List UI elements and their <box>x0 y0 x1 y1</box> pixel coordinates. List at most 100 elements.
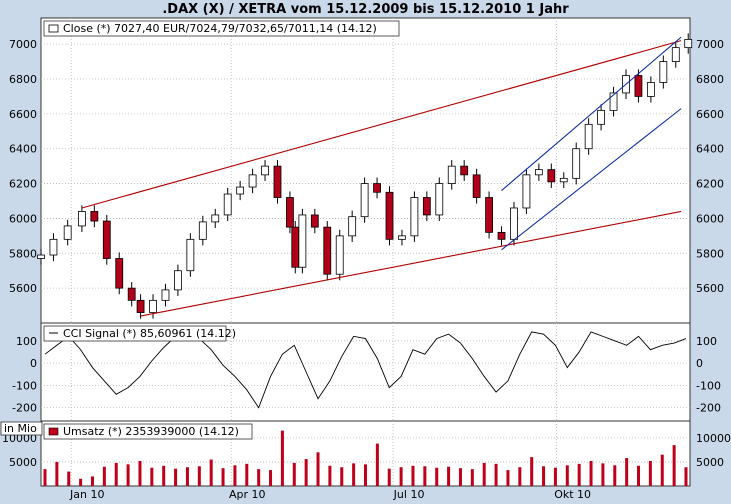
volume-bar <box>257 469 261 486</box>
volume-bar <box>114 462 118 486</box>
candle-body <box>373 183 381 193</box>
volume-bar <box>601 463 605 486</box>
candle-body <box>398 235 406 240</box>
candle-body <box>684 39 693 49</box>
candle-body <box>659 61 668 83</box>
xtick-label: Apr 10 <box>229 488 266 501</box>
volume-bar <box>637 465 641 486</box>
cci-ytick-left: -100 <box>12 379 37 392</box>
candle-body <box>522 174 531 209</box>
candle-body <box>261 165 269 176</box>
candle-body <box>646 82 655 97</box>
candle-body <box>460 165 469 176</box>
candle-body <box>447 165 456 184</box>
blue-trendline <box>501 108 682 251</box>
price-legend-text: Close (*) 7027,40 EUR/7024,79/7032,65/70… <box>63 22 377 35</box>
volume-legend: in Mio Umsatz (*) 2353939000 (14.12) <box>0 421 253 440</box>
price-legend: Close (*) 7027,40 EUR/7024,79/7032,65/70… <box>43 20 400 37</box>
volume-bar <box>506 470 510 486</box>
cci-ytick-right: 100 <box>696 335 717 348</box>
volume-bar <box>375 443 379 486</box>
volume-bar <box>90 476 94 486</box>
candle-body <box>102 220 111 259</box>
red-trendline <box>81 40 682 209</box>
volume-ytick-right: 5000 <box>696 456 724 469</box>
price-ytick-left: 5600 <box>9 282 37 295</box>
volume-bar <box>458 468 462 486</box>
volume-bar <box>174 468 178 486</box>
volume-bar <box>577 463 581 486</box>
candle-body <box>211 214 220 223</box>
price-ytick-right: 6200 <box>696 178 724 191</box>
candle-body <box>547 169 556 183</box>
cci-ytick-left: -200 <box>12 402 37 415</box>
xtick-label: Jul 10 <box>393 488 425 501</box>
candle-body <box>37 254 45 259</box>
volume-bar <box>280 430 284 486</box>
volume-bar <box>328 465 332 486</box>
candle-body <box>671 47 680 62</box>
candle-body <box>115 258 124 289</box>
volume-bar <box>245 463 249 486</box>
cci-ytick-left: 0 <box>30 357 37 370</box>
volume-bar <box>423 466 427 486</box>
candle-body <box>161 289 170 301</box>
candle-body <box>497 231 506 240</box>
volume-bar <box>672 445 676 486</box>
candle-body <box>385 191 394 240</box>
volume-bar <box>542 466 546 486</box>
volume-bar <box>470 469 474 486</box>
volume-bar <box>530 457 534 486</box>
candle-body <box>248 174 257 188</box>
candle-body <box>584 123 593 150</box>
cci-line <box>44 331 687 409</box>
candle-body <box>127 287 136 301</box>
volume-bar <box>518 467 522 486</box>
volume-bar <box>553 467 557 486</box>
cci-legend: CCI Signal (*) 85,60961 (14.12) <box>43 325 236 342</box>
candle-body <box>360 183 369 218</box>
candle-body <box>609 92 618 111</box>
volume-bar <box>209 459 213 486</box>
candle-body <box>286 197 294 228</box>
candle-body <box>422 197 431 216</box>
xtick-label: Jan 10 <box>69 488 104 501</box>
volume-bar <box>150 467 154 486</box>
volume-bar <box>387 468 391 486</box>
price-ytick-left: 6400 <box>9 143 37 156</box>
volume-bar <box>565 465 569 486</box>
candle-body <box>149 299 157 313</box>
volume-bar <box>648 460 652 486</box>
price-ytick-right: 6000 <box>696 212 724 225</box>
cci-ytick-left: 100 <box>16 335 37 348</box>
price-ytick-left: 6800 <box>9 73 37 86</box>
candle-body <box>223 193 232 216</box>
price-ytick-right: 6800 <box>696 73 724 86</box>
candle-body <box>634 75 643 97</box>
price-ytick-left: 5800 <box>9 247 37 260</box>
price-ytick-right: 7000 <box>696 38 724 51</box>
volume-bar <box>684 467 688 486</box>
candle-body <box>90 211 99 222</box>
candle-body <box>485 197 493 233</box>
volume-bar <box>79 478 83 486</box>
volume-bar <box>55 461 59 486</box>
candle-body <box>174 270 182 291</box>
candle-body <box>510 207 518 240</box>
volume-ytick-right: 10000 <box>696 432 731 445</box>
volume-bar <box>660 454 664 486</box>
cci-ytick-right: 0 <box>696 357 703 370</box>
cci-legend-text: CCI Signal (*) 85,60961 (14.12) <box>63 327 236 340</box>
candle-body <box>472 174 481 198</box>
volume-bar <box>494 463 498 486</box>
volume-bar <box>162 465 166 486</box>
cci-ytick-right: -100 <box>696 379 721 392</box>
volume-bar <box>625 458 629 486</box>
volume-ytick-left: 5000 <box>9 456 37 469</box>
candle-body <box>298 214 307 268</box>
volume-bar <box>589 460 593 486</box>
volume-bar <box>67 471 71 486</box>
price-ytick-left: 7000 <box>9 38 37 51</box>
candle-body <box>559 177 568 183</box>
